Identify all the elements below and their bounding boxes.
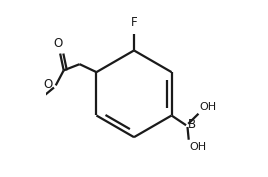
Text: O: O xyxy=(43,78,53,91)
Text: O: O xyxy=(53,37,62,50)
Text: B: B xyxy=(188,118,196,131)
Text: OH: OH xyxy=(199,102,217,112)
Text: F: F xyxy=(131,16,137,29)
Text: OH: OH xyxy=(189,142,206,152)
